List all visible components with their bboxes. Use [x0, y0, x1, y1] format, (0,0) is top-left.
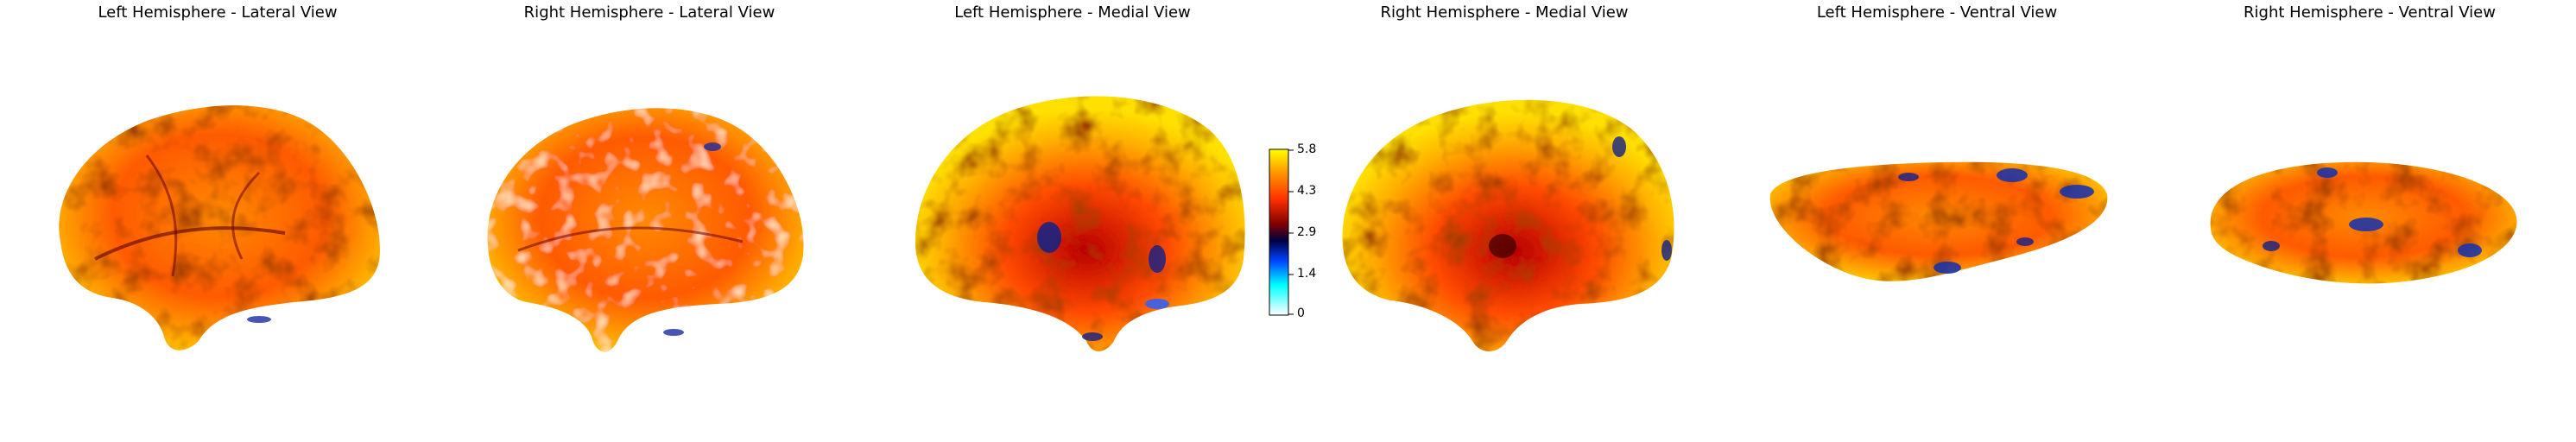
brain-left-medial — [915, 96, 1245, 352]
panel-title-right-lateral: Right Hemisphere - Lateral View — [523, 3, 775, 22]
brain-right-ventral — [2210, 161, 2517, 284]
panel-title-left-lateral: Left Hemisphere - Lateral View — [98, 3, 338, 22]
colorbar-tick-label: 0 — [1297, 306, 1305, 320]
panel-title-left-ventral: Left Hemisphere - Ventral View — [1816, 3, 2058, 22]
brain-left-ventral — [1769, 161, 2108, 281]
colorbar-tick-label: 5.8 — [1297, 142, 1317, 156]
colorbar-tick-label: 2.9 — [1297, 225, 1317, 239]
colorbar-bar — [1269, 148, 1289, 316]
panel-title-right-ventral: Right Hemisphere - Ventral View — [2244, 3, 2496, 22]
colorbar-tick-label: 4.3 — [1297, 184, 1317, 198]
panel-title-left-medial: Left Hemisphere - Medial View — [954, 3, 1191, 22]
colorbar — [1269, 148, 1294, 316]
brain-right-medial — [1342, 99, 1674, 352]
brain-right-lateral — [487, 108, 804, 352]
panel-title-right-medial: Right Hemisphere - Medial View — [1380, 3, 1629, 22]
colorbar-tick-label: 1.4 — [1297, 267, 1317, 281]
brain-left-lateral — [59, 105, 380, 350]
